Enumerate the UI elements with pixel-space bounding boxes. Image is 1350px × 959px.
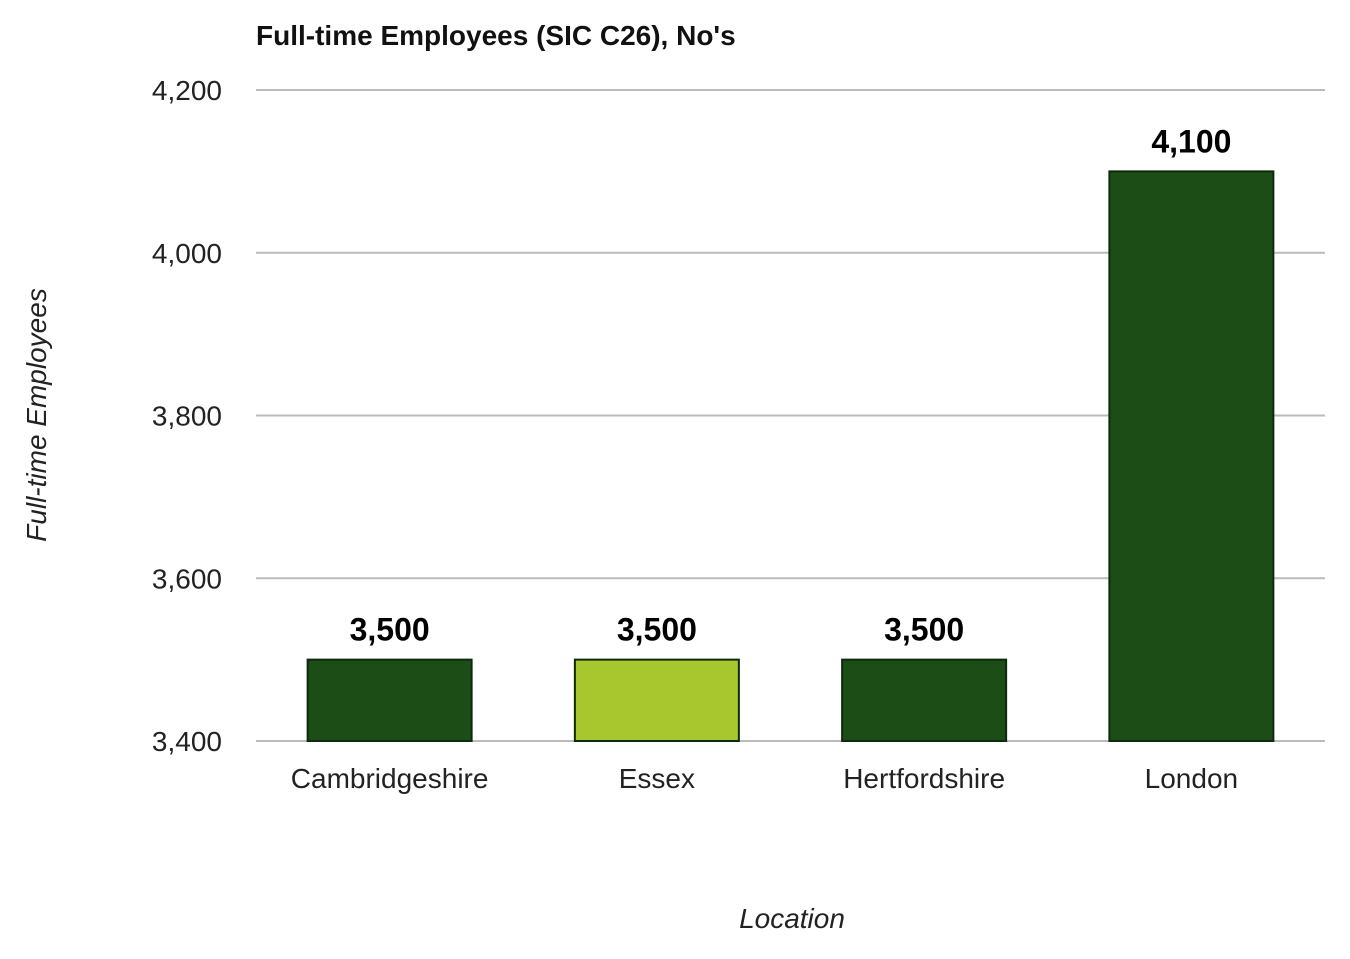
data-label-london: 4,100 xyxy=(1151,123,1231,159)
y-tick-label: 4,200 xyxy=(152,75,222,106)
bars xyxy=(306,170,1275,742)
x-axis-title: Location xyxy=(739,903,845,934)
category-label-essex: Essex xyxy=(619,763,695,794)
data-label-hertfordshire: 3,500 xyxy=(884,612,964,648)
y-tick-label: 3,400 xyxy=(152,726,222,757)
category-label-london: London xyxy=(1145,763,1238,794)
bar-essex xyxy=(573,658,740,742)
chart-title: Full-time Employees (SIC C26), No's xyxy=(256,20,736,51)
x-axis-category-labels: Cambridgeshire Essex Hertfordshire London xyxy=(291,763,1238,794)
category-label-cambridgeshire: Cambridgeshire xyxy=(291,763,489,794)
data-label-cambridgeshire: 3,500 xyxy=(350,612,430,648)
y-tick-label: 3,800 xyxy=(152,401,222,432)
category-label-hertfordshire: Hertfordshire xyxy=(843,763,1005,794)
bar-london xyxy=(1108,170,1275,742)
y-axis-tick-labels: 3,400 3,600 3,800 4,000 4,200 xyxy=(152,75,222,757)
bar-hertfordshire xyxy=(841,658,1008,742)
data-labels: 3,500 3,500 3,500 4,100 xyxy=(350,123,1232,647)
y-tick-label: 4,000 xyxy=(152,238,222,269)
bar-cambridgeshire xyxy=(306,658,473,742)
data-label-essex: 3,500 xyxy=(617,612,697,648)
y-tick-label: 3,600 xyxy=(152,563,222,594)
y-axis-title: Full-time Employees xyxy=(21,288,52,542)
